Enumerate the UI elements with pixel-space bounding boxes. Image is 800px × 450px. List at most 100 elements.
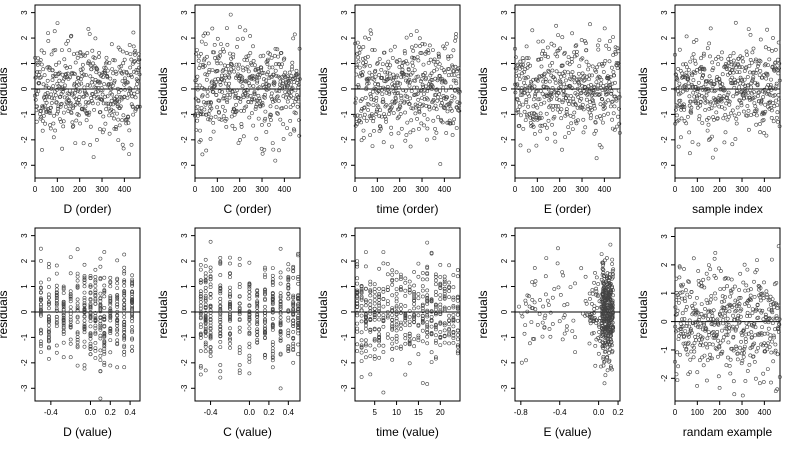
data-point <box>519 113 523 118</box>
data-point <box>250 73 255 78</box>
data-point <box>98 264 103 269</box>
data-point <box>605 333 610 338</box>
data-point <box>54 350 59 355</box>
data-point <box>728 78 733 82</box>
data-point <box>422 123 427 128</box>
data-point <box>720 72 725 77</box>
data-point <box>198 325 203 330</box>
data-point <box>127 152 132 157</box>
data-point <box>280 78 285 83</box>
data-point <box>75 304 80 309</box>
data-point <box>81 62 85 67</box>
data-point <box>433 338 438 343</box>
data-point <box>241 95 246 100</box>
data-point <box>93 356 98 360</box>
data-point <box>455 344 460 349</box>
data-point <box>255 329 260 334</box>
data-point <box>295 81 300 85</box>
data-point <box>73 60 78 65</box>
data-point <box>45 78 50 83</box>
data-point <box>53 48 58 52</box>
data-point <box>521 59 526 63</box>
data-point <box>549 94 554 99</box>
data-point <box>293 111 298 116</box>
data-point <box>208 303 213 308</box>
data-point <box>368 279 373 284</box>
y-axis-label: residuals <box>476 67 490 115</box>
data-point <box>679 324 684 329</box>
data-point <box>131 30 136 35</box>
data-point <box>398 306 403 311</box>
data-point <box>695 105 700 110</box>
data-point <box>574 103 578 107</box>
data-point <box>39 312 43 317</box>
data-point <box>687 84 691 89</box>
data-point <box>530 28 535 33</box>
data-point <box>769 77 773 82</box>
data-point <box>738 81 743 86</box>
data-point <box>218 363 223 367</box>
data-point <box>98 309 103 314</box>
data-point <box>441 68 446 73</box>
data-point <box>208 269 213 274</box>
data-point <box>356 59 361 64</box>
data-point <box>734 65 738 70</box>
data-point <box>695 324 700 329</box>
data-point <box>377 332 382 337</box>
data-point <box>193 96 198 101</box>
data-point <box>723 113 728 117</box>
data-point <box>434 107 439 112</box>
data-point <box>278 306 283 311</box>
data-point <box>262 118 267 123</box>
data-point <box>129 57 134 62</box>
data-point <box>133 85 138 90</box>
data-point <box>763 102 768 107</box>
data-point <box>570 127 575 132</box>
data-point <box>291 301 296 306</box>
data-point <box>130 348 135 353</box>
data-point <box>102 283 107 288</box>
data-point <box>82 366 87 371</box>
data-point <box>102 294 107 299</box>
data-point <box>390 341 395 346</box>
data-point <box>734 344 738 349</box>
y-axis-label: residuals <box>156 67 170 115</box>
x-tick-label: 300 <box>735 408 749 417</box>
y-tick-label: 1 <box>500 61 509 66</box>
data-point <box>372 128 376 133</box>
x-tick-label: 0.0 <box>244 408 256 417</box>
data-point <box>436 53 441 58</box>
data-point <box>202 56 207 61</box>
data-point <box>542 325 547 330</box>
data-point <box>255 313 260 318</box>
data-point <box>368 372 373 377</box>
data-point <box>596 83 601 88</box>
data-point <box>363 342 368 346</box>
data-point <box>403 88 408 93</box>
data-point <box>218 324 223 329</box>
data-point <box>289 87 294 91</box>
data-point <box>263 289 267 294</box>
data-point <box>602 26 607 31</box>
data-point <box>254 98 259 103</box>
data-point <box>40 106 45 110</box>
data-point <box>108 331 113 336</box>
data-point <box>82 322 87 327</box>
data-point <box>580 311 585 316</box>
data-point <box>195 74 200 79</box>
data-point <box>709 88 714 93</box>
data-point <box>608 242 613 247</box>
data-point <box>198 349 203 353</box>
data-point <box>688 295 692 299</box>
data-point <box>222 63 227 68</box>
data-point <box>363 286 368 291</box>
data-point <box>590 73 594 78</box>
data-point <box>68 296 73 301</box>
data-point <box>88 74 93 79</box>
data-point <box>550 61 555 65</box>
data-point <box>198 372 203 377</box>
data-point <box>424 75 429 80</box>
data-point <box>543 52 548 56</box>
data-point <box>425 312 430 317</box>
